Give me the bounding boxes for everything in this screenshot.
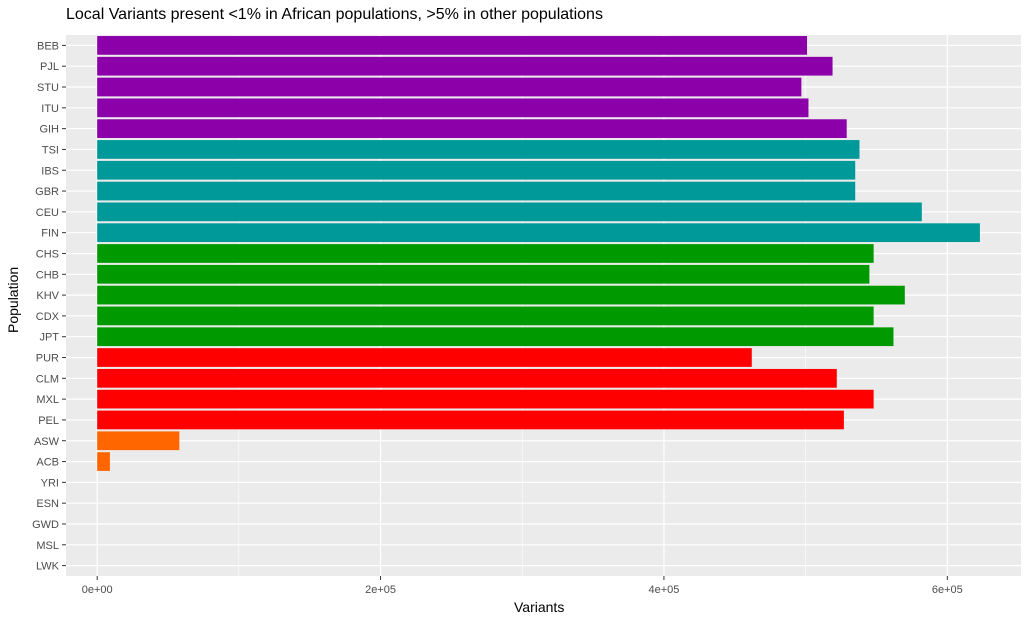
- y-tick-label: STU: [37, 82, 59, 94]
- y-tick-label: MXL: [36, 394, 59, 406]
- y-tick-label: CHB: [36, 269, 59, 281]
- y-tick-label: PEL: [38, 415, 59, 427]
- bar-jpt: [97, 327, 894, 347]
- x-tick-label: 0e+00: [82, 584, 113, 596]
- x-tick-label: 6e+05: [932, 584, 963, 596]
- bar-mxl: [97, 389, 874, 409]
- y-tick-label: BEB: [37, 40, 59, 52]
- y-tick-label: FIN: [41, 228, 59, 240]
- y-tick-label: ITU: [41, 103, 59, 115]
- bar-ibs: [97, 160, 856, 180]
- y-tick-label: CEU: [36, 207, 59, 219]
- bar-gih: [97, 119, 847, 138]
- bar-cdx: [97, 306, 874, 326]
- y-tick-label: LWK: [36, 561, 60, 573]
- x-tick-label: 2e+05: [365, 584, 396, 596]
- bar-gbr: [97, 181, 856, 201]
- bar-pur: [97, 348, 752, 367]
- bar-fin: [97, 223, 980, 243]
- chart-title: Local Variants present <1% in African po…: [66, 6, 603, 23]
- x-tick-label: 4e+05: [648, 584, 679, 596]
- y-axis: BEB PJL STU ITU GIH TSI IBS GBR CEU FIN CHS CHB KHV C…: [32, 40, 66, 573]
- bar-chb: [97, 264, 870, 284]
- y-tick-label: IBS: [41, 165, 59, 177]
- y-tick-label: ACB: [36, 457, 59, 469]
- bar-asw: [97, 431, 180, 451]
- bar-ceu: [97, 202, 922, 222]
- y-tick-label: GWD: [32, 519, 59, 531]
- bar-stu: [97, 77, 802, 97]
- bar-beb: [97, 36, 808, 55]
- x-axis-label: Variants: [514, 599, 565, 615]
- y-tick-label: GBR: [35, 186, 59, 198]
- y-tick-label: PUR: [36, 353, 59, 365]
- bar-pel: [97, 410, 844, 430]
- bars: [97, 36, 980, 471]
- y-tick-label: YRI: [41, 477, 59, 489]
- y-tick-label: ESN: [36, 498, 59, 510]
- y-tick-label: ASW: [34, 436, 60, 448]
- y-tick-label: CHS: [36, 248, 59, 260]
- bar-khv: [97, 285, 905, 305]
- bar-itu: [97, 98, 809, 118]
- y-tick-label: CDX: [36, 311, 60, 323]
- bar-tsi: [97, 140, 860, 159]
- y-axis-label: Population: [5, 266, 21, 333]
- y-tick-label: KHV: [36, 290, 59, 302]
- y-tick-label: MSL: [36, 540, 59, 552]
- y-tick-label: CLM: [36, 373, 59, 385]
- y-tick-label: JPT: [39, 332, 59, 344]
- x-axis: 0e+00 2e+05 4e+05 6e+05: [82, 576, 963, 596]
- bar-chs: [97, 244, 874, 263]
- bar-acb: [97, 452, 110, 471]
- bar-clm: [97, 368, 837, 388]
- y-tick-label: TSI: [42, 144, 59, 156]
- y-tick-label: GIH: [39, 124, 59, 136]
- bar-pjl: [97, 56, 833, 76]
- y-tick-label: PJL: [40, 61, 59, 73]
